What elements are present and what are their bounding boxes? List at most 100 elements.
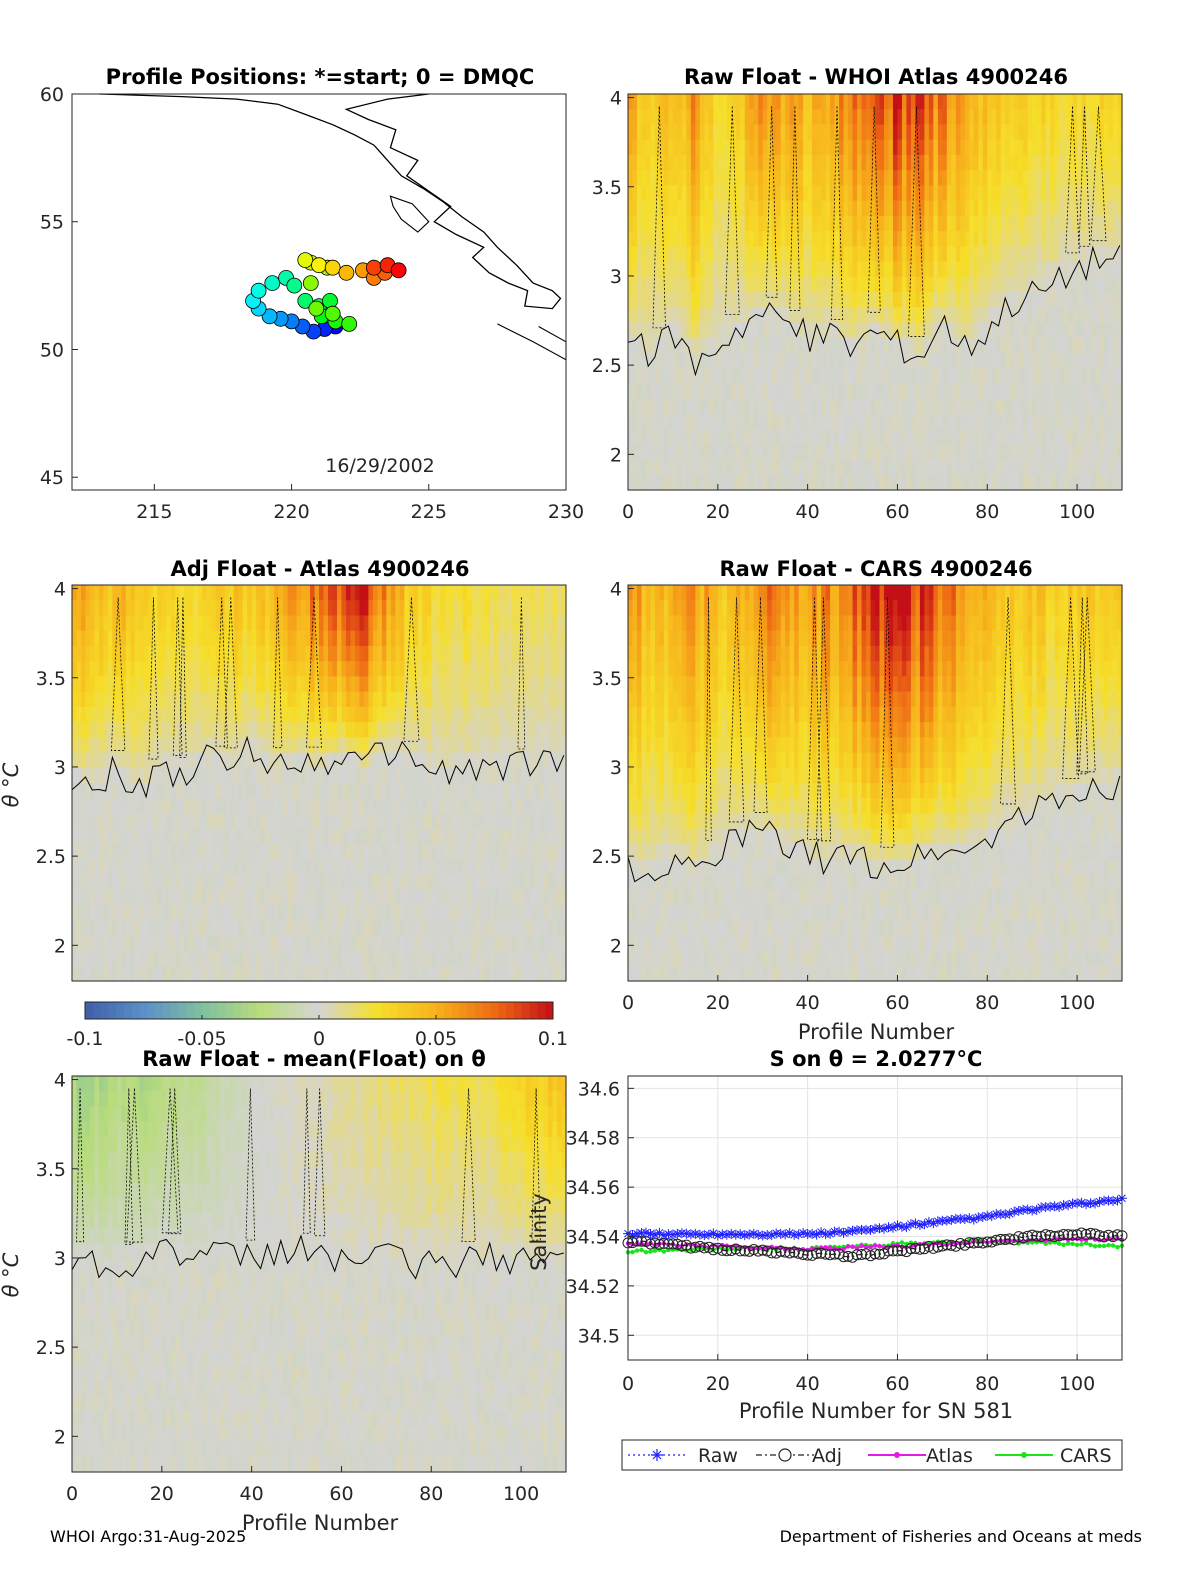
adj-atlas-cell	[350, 965, 356, 982]
raw-whoi-cell	[1041, 429, 1047, 445]
adj-atlas-cell	[202, 859, 208, 875]
raw-whoi-cell	[991, 246, 997, 263]
adj-atlas-cell	[368, 798, 374, 815]
adj-atlas-cell	[139, 935, 145, 952]
adj-atlas-cell	[301, 965, 307, 982]
adj-atlas-cell	[107, 676, 114, 693]
raw-whoi-cell	[852, 398, 858, 415]
adj-atlas-cell	[188, 752, 194, 769]
raw-whoi-cell	[1023, 459, 1029, 476]
raw-whoi-cell	[780, 352, 786, 369]
raw-whoi-cell	[879, 276, 885, 293]
adj-atlas-cell	[251, 935, 257, 952]
adj-atlas-cell	[247, 691, 253, 708]
raw-whoi-cell	[798, 352, 804, 369]
adj-atlas-cell	[345, 752, 352, 769]
raw-whoi-cell	[852, 429, 858, 445]
raw-whoi-cell	[1027, 307, 1033, 324]
adj-atlas-cell	[332, 813, 338, 830]
raw-whoi-cell	[686, 413, 692, 430]
raw-whoi-cell	[951, 337, 957, 354]
raw-whoi-cell	[982, 368, 988, 384]
adj-atlas-cell	[157, 676, 163, 693]
raw-whoi-cell	[641, 352, 647, 369]
adj-atlas-cell	[417, 722, 423, 738]
adj-atlas-cell	[188, 950, 194, 967]
raw-whoi-cell	[857, 383, 863, 400]
adj-atlas-cell	[305, 935, 311, 952]
raw-whoi-cell	[1041, 215, 1047, 232]
raw-whoi-cell	[1005, 398, 1011, 415]
profile-position-point	[264, 275, 281, 292]
raw-whoi-cell	[1041, 444, 1047, 461]
raw-whoi-cell	[830, 261, 836, 278]
raw-whoi-cell	[758, 307, 764, 324]
raw-whoi-cell	[722, 170, 728, 186]
raw-whoi-cell	[1018, 444, 1024, 461]
raw-whoi-cell	[1068, 292, 1074, 308]
raw-whoi-cell	[875, 383, 881, 400]
raw-whoi-cell	[681, 276, 687, 293]
raw-whoi-cell	[717, 154, 723, 171]
raw-whoi-cell	[628, 474, 634, 491]
adj-atlas-cell	[139, 889, 145, 906]
adj-atlas-cell	[305, 889, 311, 906]
raw-whoi-cell	[964, 154, 970, 171]
raw-whoi-cell	[1032, 307, 1038, 324]
raw-whoi-cell	[713, 292, 719, 308]
adj-atlas-cell	[296, 920, 302, 936]
raw-whoi-cell	[906, 200, 912, 217]
raw-whoi-cell	[875, 292, 881, 308]
raw-whoi-xtick-label: 40	[796, 501, 820, 523]
adj-atlas-cell	[413, 843, 419, 860]
raw-whoi-cell	[731, 94, 737, 110]
raw-whoi-cell	[883, 352, 890, 369]
adj-atlas-cell	[296, 965, 302, 982]
adj-atlas-cell	[170, 722, 176, 738]
adj-atlas-cell	[72, 645, 78, 662]
adj-atlas-cell	[179, 920, 185, 936]
adj-atlas-cell	[89, 889, 96, 906]
raw-whoi-cell	[982, 429, 988, 445]
adj-atlas-cell	[399, 630, 405, 647]
raw-whoi-cell	[785, 124, 791, 141]
adj-atlas-cell	[256, 859, 262, 875]
raw-whoi-cell	[758, 154, 764, 171]
adj-atlas-cell	[390, 920, 396, 936]
raw-whoi-cell	[713, 261, 719, 278]
adj-atlas-cell	[188, 645, 194, 662]
raw-whoi-cell	[803, 459, 809, 476]
raw-whoi-cell	[901, 154, 908, 171]
adj-atlas-cell	[107, 706, 114, 723]
raw-whoi-cell	[1036, 246, 1042, 263]
raw-whoi-cell	[785, 185, 791, 202]
raw-whoi-cell	[1036, 231, 1042, 247]
raw-whoi-cell	[839, 368, 845, 384]
raw-whoi-cell	[1117, 307, 1123, 324]
adj-atlas-cell	[260, 585, 266, 601]
adj-atlas-cell	[220, 950, 226, 967]
raw-whoi-cell	[1095, 429, 1101, 445]
adj-atlas-cell	[368, 585, 374, 601]
adj-atlas-cell	[305, 767, 311, 784]
raw-whoi-cell	[762, 337, 768, 354]
adj-atlas-cell	[319, 630, 325, 647]
adj-atlas-cell	[377, 798, 383, 815]
raw-whoi-cell	[852, 444, 858, 461]
raw-whoi-cell	[982, 139, 988, 156]
raw-whoi-cell	[996, 337, 1002, 354]
raw-whoi-cell	[1036, 322, 1042, 339]
raw-whoi-cell	[650, 261, 656, 278]
adj-atlas-cell	[170, 935, 176, 952]
raw-whoi-cell	[996, 352, 1002, 369]
adj-atlas-cell	[229, 600, 235, 617]
raw-whoi-cell	[1059, 154, 1065, 171]
raw-whoi-cell	[852, 352, 858, 369]
adj-atlas-cell	[381, 585, 387, 601]
raw-whoi-cell	[1027, 124, 1033, 141]
raw-whoi-cell	[731, 215, 737, 232]
raw-whoi-cell	[910, 413, 917, 430]
raw-whoi-cell	[1099, 231, 1105, 247]
adj-atlas-cell	[287, 737, 293, 754]
adj-atlas-cell	[202, 600, 208, 617]
